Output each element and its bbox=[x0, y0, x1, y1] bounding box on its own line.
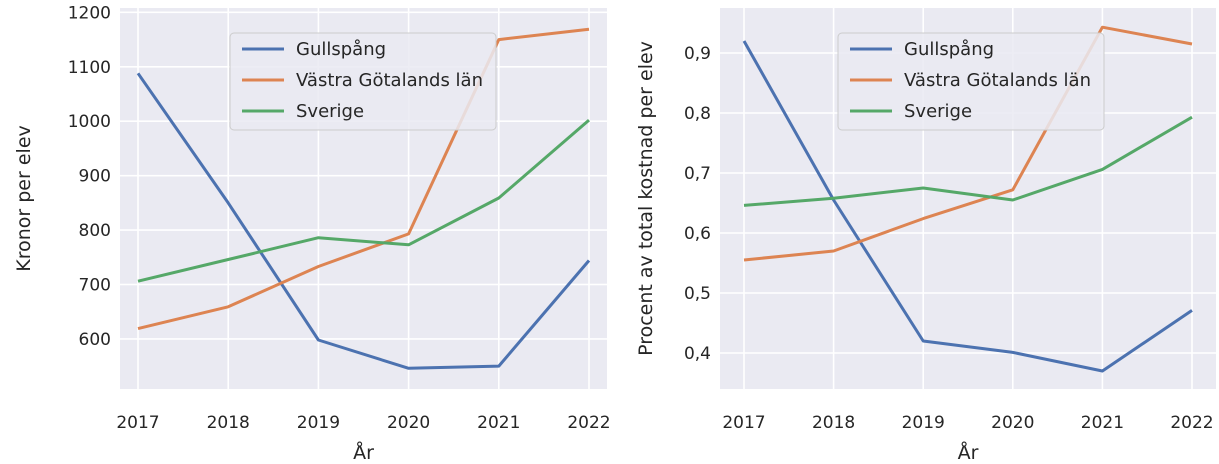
chart-procent-av-total-kostnad: 2017 2018 2019 2020 2021 2022 0,4 0,5 0,6 0,7 0,8 0… bbox=[635, 8, 1216, 464]
chart-kronor-per-elev: 2017 2018 2019 2020 2021 2022 600 700 800 900 1000… bbox=[13, 3, 611, 464]
legend-box bbox=[229, 32, 497, 131]
series-line-sverige bbox=[743, 115, 1193, 207]
x-tick-label: 2022 bbox=[567, 413, 610, 433]
legend: Gullspång Västra Götalands län Sverige bbox=[837, 32, 1105, 131]
y-tick-label: 1200 bbox=[68, 3, 111, 23]
y-tick-label: 1100 bbox=[68, 58, 111, 78]
legend: Gullspång Västra Götalands län Sverige bbox=[229, 32, 497, 131]
y-tick-label: 600 bbox=[79, 330, 111, 350]
y-axis-label: Procent av total kostnad per elev bbox=[635, 41, 657, 356]
x-tick-label: 2020 bbox=[991, 413, 1034, 433]
legend-label-gullspang: Gullspång bbox=[296, 39, 386, 60]
series-line-gullspang bbox=[742, 40, 1193, 373]
x-axis-label: År bbox=[353, 441, 374, 464]
x-tick-label: 2021 bbox=[1081, 413, 1124, 433]
x-tick-label: 2018 bbox=[812, 413, 855, 433]
y-tick-label: 800 bbox=[79, 221, 111, 241]
y-tick-label: 0,4 bbox=[684, 344, 711, 364]
y-tick-label: 700 bbox=[79, 275, 111, 295]
x-tick-label: 2017 bbox=[722, 413, 765, 433]
legend-box bbox=[837, 32, 1105, 131]
x-tick-label: 2019 bbox=[902, 413, 945, 433]
x-tick-label: 2019 bbox=[297, 413, 340, 433]
x-tick-label: 2021 bbox=[477, 413, 520, 433]
series-line-vastra-gotalands-lan bbox=[137, 27, 590, 331]
x-tick-label: 2022 bbox=[1170, 413, 1213, 433]
legend-label-sverige: Sverige bbox=[904, 101, 972, 122]
y-tick-label: 0,6 bbox=[684, 224, 711, 244]
x-axis-label: År bbox=[958, 441, 979, 464]
legend-label-vastra-gotalands-lan: Västra Götalands län bbox=[296, 70, 483, 91]
x-tick-label: 2018 bbox=[207, 413, 250, 433]
series-line-gullspang bbox=[136, 72, 591, 370]
y-tick-label: 0,5 bbox=[684, 284, 711, 304]
y-tick-label: 0,7 bbox=[684, 164, 711, 184]
y-tick-label: 900 bbox=[79, 167, 111, 187]
x-tick-label: 2020 bbox=[387, 413, 430, 433]
y-axis-label: Kronor per elev bbox=[13, 125, 35, 272]
y-tick-label: 0,9 bbox=[684, 44, 711, 64]
y-tick-label: 1000 bbox=[68, 112, 111, 132]
y-tick-label: 0,8 bbox=[684, 104, 711, 124]
x-tick-label: 2017 bbox=[116, 413, 159, 433]
legend-label-vastra-gotalands-lan: Västra Götalands län bbox=[904, 70, 1091, 91]
legend-label-sverige: Sverige bbox=[296, 101, 364, 122]
series-line-vastra-gotalands-lan bbox=[743, 25, 1193, 262]
legend-label-gullspang: Gullspång bbox=[904, 39, 994, 60]
series-line-sverige bbox=[137, 118, 590, 283]
